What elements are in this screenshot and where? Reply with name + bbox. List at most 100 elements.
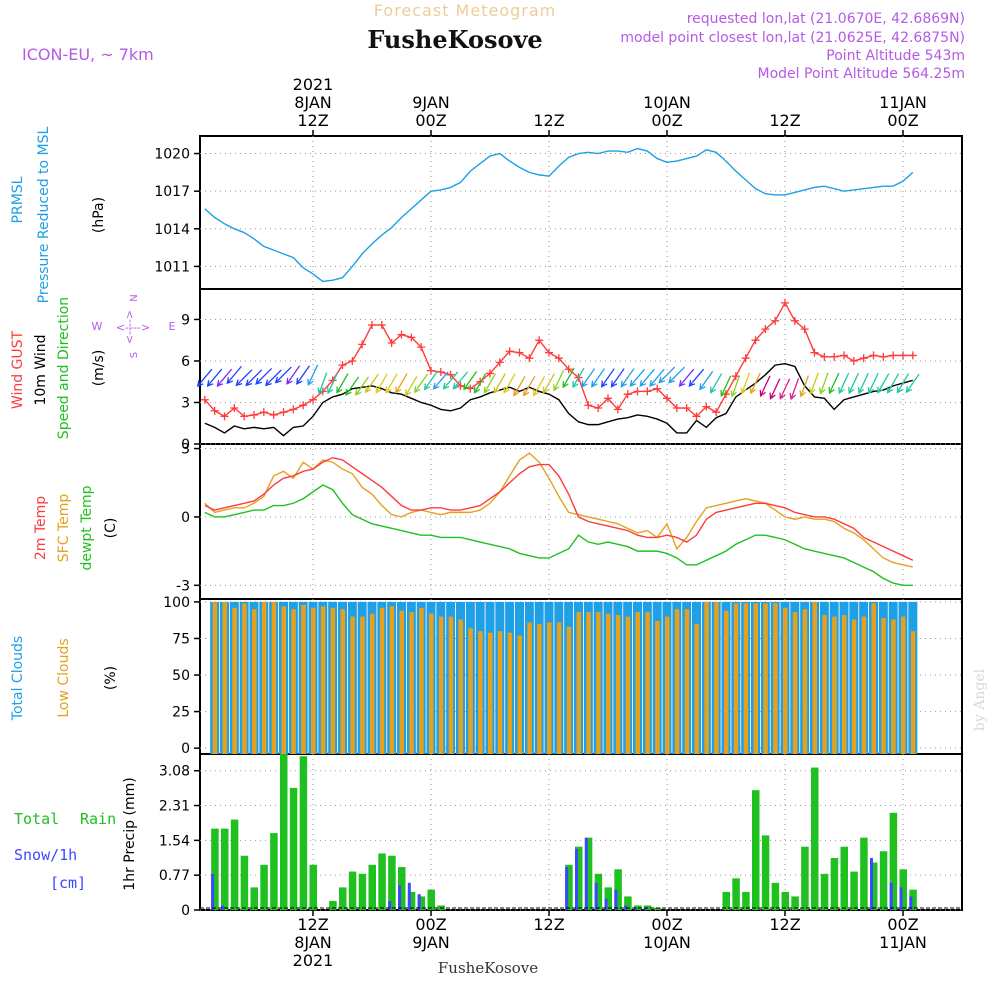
wind-gust-line-marker xyxy=(250,410,258,419)
wind-direction-arrow xyxy=(740,372,751,395)
snow-bar xyxy=(604,898,608,910)
wind-gust-line-marker xyxy=(594,404,603,413)
wind-gust-line-marker xyxy=(397,330,406,339)
low-cloud-bar xyxy=(704,601,709,754)
wind-direction-arrow xyxy=(867,372,879,395)
wind-direction-arrow xyxy=(345,376,360,396)
wind-direction-arrow xyxy=(317,372,328,395)
rain-bar xyxy=(811,767,819,910)
rain-bar xyxy=(722,891,730,910)
low-cloud-bar xyxy=(252,609,257,754)
wind-direction-arrow xyxy=(678,368,695,388)
y-tick-label: 2.31 xyxy=(159,799,190,815)
wind-direction-arrow xyxy=(245,369,263,387)
time-label-bottom: 00Z xyxy=(415,915,446,934)
low-cloud-bar xyxy=(438,616,444,754)
wind-direction-arrow xyxy=(336,373,349,394)
pressure-line xyxy=(204,147,914,283)
wind-speed-line xyxy=(204,363,914,437)
rain-bar xyxy=(329,900,337,910)
snow-bar xyxy=(594,882,598,910)
clouds-total-label: Total Clouds xyxy=(10,636,26,721)
wind-direction-arrow xyxy=(452,371,469,390)
wind-gust-line-marker xyxy=(702,402,711,411)
snow-bar xyxy=(417,894,421,910)
low-cloud-bar xyxy=(419,607,424,754)
wind-gust-line-marker xyxy=(309,395,317,404)
time-label-top: 9JAN xyxy=(412,93,450,112)
wind-direction-arrow xyxy=(668,366,686,384)
low-cloud-bar xyxy=(566,626,572,754)
time-label-bottom: 8JAN xyxy=(294,933,332,952)
wind-gust-line-marker xyxy=(200,395,209,404)
y-tick-label: 6 xyxy=(181,354,190,370)
compass-e: E xyxy=(169,320,176,333)
rain-bar xyxy=(417,896,426,910)
time-label-top: 12Z xyxy=(769,111,800,130)
model-altitude: Model Point Altitude 564.25m xyxy=(758,66,965,82)
time-label-bottom: 9JAN xyxy=(412,933,450,952)
rain-bar xyxy=(820,873,829,910)
low-cloud-bar xyxy=(724,610,729,754)
precip-snow-unit: [cm] xyxy=(50,874,86,892)
time-label-top: 8JAN xyxy=(294,93,332,112)
wind-direction-arrow xyxy=(620,368,635,388)
wind-direction-arrow xyxy=(286,365,301,385)
low-cloud-bar xyxy=(517,635,522,754)
time-label-top: 12Z xyxy=(533,111,564,130)
wind-direction-arrow xyxy=(591,368,606,388)
rain-bar xyxy=(309,864,317,910)
wind-direction-arrow xyxy=(423,370,438,391)
rain-bar xyxy=(870,862,878,910)
rain-bar xyxy=(761,835,770,910)
low-cloud-bar xyxy=(271,601,277,754)
low-cloud-bar xyxy=(910,631,916,754)
time-label-top: 00Z xyxy=(651,111,682,130)
wind-gust-line-marker xyxy=(505,347,514,356)
rain-bar xyxy=(653,907,662,910)
wind-unit: (m/s) xyxy=(91,350,107,387)
low-cloud-bar xyxy=(360,616,365,754)
wind-direction-arrow xyxy=(503,373,516,394)
snow-bar xyxy=(870,858,873,910)
wind-gust-line-marker xyxy=(466,384,475,393)
low-cloud-bar xyxy=(399,610,404,754)
low-cloud-bar xyxy=(743,603,749,754)
low-cloud-bar xyxy=(350,616,355,754)
low-cloud-bar xyxy=(212,601,218,754)
snow-bar xyxy=(899,887,903,910)
low-cloud-bar xyxy=(714,601,719,754)
precip-rain-label: Rain xyxy=(80,810,116,828)
low-cloud-bar xyxy=(468,628,473,754)
snow-bar xyxy=(634,907,637,910)
low-cloud-bar xyxy=(753,603,758,754)
wind-direction-arrow xyxy=(688,368,705,388)
wind-direction-arrow xyxy=(709,373,723,394)
wind-direction-arrow xyxy=(206,368,223,388)
low-cloud-bar xyxy=(291,609,296,754)
wind-gust-line-marker xyxy=(830,352,839,361)
snow-bar xyxy=(575,848,578,910)
wind-direction-arrow xyxy=(789,378,800,401)
time-label-top: 00Z xyxy=(415,111,446,130)
panel-frame xyxy=(199,288,963,445)
wind-direction-arrow xyxy=(799,375,810,398)
y-tick-label: 9 xyxy=(181,312,190,328)
wind-direction-arrow xyxy=(307,364,319,387)
wind-gust-line-marker xyxy=(682,404,691,413)
rain-bar xyxy=(801,846,809,910)
wind-direction-arrow xyxy=(255,367,273,385)
low-cloud-bar xyxy=(625,616,631,754)
y-tick-label: 0 xyxy=(181,510,190,526)
pressure-label-msl: Pressure Reduced to MSL xyxy=(36,126,52,303)
wind-direction-arrow xyxy=(326,372,338,395)
low-cloud-bar xyxy=(812,601,817,754)
time-label-bottom: 00Z xyxy=(651,915,682,934)
wind-gust-line-marker xyxy=(692,412,701,421)
low-cloud-bar xyxy=(606,613,611,754)
low-cloud-bar xyxy=(822,615,827,754)
time-label-top: 00Z xyxy=(887,111,918,130)
wind-10m-label: 10m Wind xyxy=(33,334,49,405)
low-cloud-bar xyxy=(556,622,562,754)
wind-direction-arrow xyxy=(442,371,459,390)
